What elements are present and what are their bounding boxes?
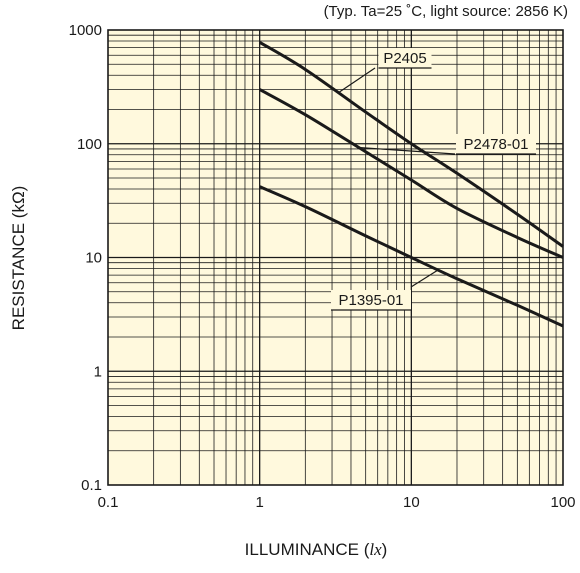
plot-grid <box>108 30 563 485</box>
series-line <box>258 40 564 248</box>
series-label-bg <box>456 134 536 154</box>
series-label: P2478-01 <box>463 136 528 153</box>
series-label-leader <box>337 67 376 94</box>
series-label: P2405 <box>383 50 426 67</box>
y-axis-ticks: 0.1 1 10 100 1000 <box>69 22 102 494</box>
series-label: P1395-01 <box>338 292 403 309</box>
x-axis-label: ILLUMINANCE (lx) <box>245 540 388 559</box>
series-label-leader <box>358 146 456 155</box>
y-tick-label: 1000 <box>69 22 102 39</box>
y-tick-label: 100 <box>77 136 102 153</box>
x-tick-label: 1 <box>255 494 263 511</box>
y-axis-label: RESISTANCE (kΩ) <box>9 186 28 331</box>
y-tick-label: 0.1 <box>81 477 102 494</box>
x-tick-label: 0.1 <box>98 494 119 511</box>
series-label-bg <box>378 48 432 68</box>
y-tick-label: 1 <box>94 363 102 380</box>
x-tick-label: 10 <box>403 494 420 511</box>
series-label-leader <box>410 269 439 288</box>
x-axis-ticks: 0.1 1 10 100 <box>98 494 576 511</box>
x-tick-label: 100 <box>550 494 575 511</box>
chart-subtitle: (Typ. Ta=25 ˚C, light source: 2856 K) <box>324 3 568 20</box>
y-tick-label: 10 <box>85 250 102 267</box>
series-label-bg <box>331 290 411 310</box>
series-labels: P2405 P2478-01 P1395-01 <box>331 48 536 311</box>
series-lines <box>258 40 564 328</box>
series-line <box>259 185 564 328</box>
series-line <box>258 88 564 259</box>
